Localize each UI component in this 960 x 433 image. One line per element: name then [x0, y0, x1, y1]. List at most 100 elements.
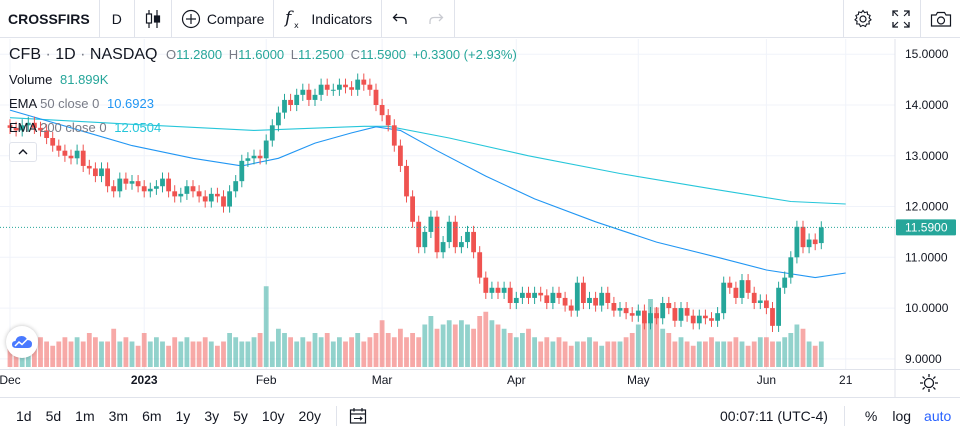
- ema50-label: EMA: [9, 96, 37, 111]
- candle-body: [800, 226, 806, 248]
- ema50-legend[interactable]: EMA 50 close 0 10.6923: [9, 96, 154, 111]
- candle-body: [672, 308, 678, 321]
- redo-button[interactable]: [418, 0, 456, 38]
- candle-body: [391, 125, 397, 146]
- candle-body: [520, 292, 525, 298]
- volume-bar: [770, 341, 775, 367]
- candle-body: [50, 138, 56, 146]
- compare-label: Compare: [206, 10, 265, 27]
- price-chart[interactable]: 11.5900 15.0000 14.0000 13.0000 12.0000 11.0…: [0, 39, 960, 369]
- volume-bar: [757, 337, 763, 367]
- chart-type-button[interactable]: [135, 0, 172, 38]
- ema200-legend[interactable]: EMA 200 close 0 12.0504: [9, 120, 161, 135]
- candle-body: [300, 89, 306, 95]
- volume-bar: [355, 333, 361, 367]
- volume-bar: [654, 307, 659, 367]
- chart-pane[interactable]: 11.5900 15.0000 14.0000 13.0000 12.0000 11.0…: [0, 39, 960, 369]
- compare-button[interactable]: Compare: [172, 0, 275, 38]
- range-6m[interactable]: 6m: [142, 407, 162, 424]
- range-1d[interactable]: 1d: [16, 407, 32, 424]
- gear-icon: [853, 9, 872, 28]
- range-1m[interactable]: 1m: [75, 407, 95, 424]
- brand-logo[interactable]: [6, 326, 38, 358]
- x-tick-label: 21: [839, 373, 853, 387]
- legend-exchange: NASDAQ: [89, 46, 158, 63]
- candle-body: [477, 252, 483, 278]
- volume-bar: [190, 341, 196, 367]
- x-tick-label: Feb: [256, 373, 277, 387]
- axis-settings-button[interactable]: [918, 372, 940, 394]
- bottom-separator-2: [843, 406, 845, 426]
- candle-body: [617, 308, 623, 311]
- candle-body: [489, 287, 495, 293]
- volume-bar: [788, 333, 794, 367]
- ema50-value: 10.6923: [106, 96, 154, 111]
- volume-legend[interactable]: Volume 81.899K: [9, 72, 108, 87]
- range-5y[interactable]: 5y: [233, 407, 248, 424]
- candle-body: [495, 287, 501, 293]
- ema50-params: 50 close 0: [40, 96, 100, 111]
- volume-bar: [123, 337, 129, 367]
- candle-body: [367, 84, 373, 90]
- percent-scale-toggle[interactable]: %: [864, 408, 878, 424]
- range-20y[interactable]: 20y: [298, 407, 322, 424]
- candle-body: [507, 287, 513, 303]
- indicators-button[interactable]: f x Indicators: [274, 0, 383, 38]
- x-tick-label: Apr: [507, 373, 526, 387]
- candle-body: [776, 287, 781, 326]
- candle-body: [276, 112, 281, 126]
- candle-body: [599, 292, 605, 306]
- range-5d[interactable]: 5d: [45, 407, 62, 424]
- volume-bar: [812, 345, 818, 367]
- range-3y[interactable]: 3y: [204, 407, 220, 424]
- volume-bar: [611, 341, 617, 367]
- go-to-date-button[interactable]: [345, 407, 371, 425]
- volume-bar: [294, 341, 300, 367]
- x-tick-label: Dec: [0, 373, 21, 387]
- top-toolbar: CROSSFIRS D Compare f x Indicators: [0, 0, 960, 38]
- candle-body: [623, 308, 629, 314]
- candle-body: [422, 231, 428, 248]
- range-10y[interactable]: 10y: [261, 407, 285, 424]
- fullscreen-button[interactable]: [882, 0, 920, 38]
- indicators-label: Indicators: [311, 10, 373, 27]
- settings-button[interactable]: [843, 0, 881, 38]
- volume-bar: [751, 341, 757, 367]
- candle-body: [288, 99, 293, 105]
- volume-bar: [446, 320, 452, 367]
- volume-bar: [215, 345, 220, 367]
- range-3m[interactable]: 3m: [108, 407, 129, 424]
- camera-icon: [930, 11, 951, 27]
- candle-body: [526, 292, 531, 298]
- change-value: +0.3300 (+2.93%): [412, 47, 517, 62]
- svg-text:f: f: [283, 8, 294, 28]
- candle-body: [727, 282, 733, 288]
- symbol-search-button[interactable]: CROSSFIRS: [0, 0, 100, 38]
- volume-bar: [648, 299, 653, 367]
- log-scale-toggle[interactable]: log: [892, 408, 912, 424]
- candle-body: [196, 191, 202, 197]
- volume-bar: [422, 324, 428, 367]
- auto-scale-toggle[interactable]: auto: [924, 408, 952, 424]
- volume-bar: [7, 345, 13, 367]
- legend-symbol: CFB: [9, 46, 41, 63]
- ema200-params: 200 close 0: [40, 120, 107, 135]
- volume-bar: [105, 341, 110, 367]
- volume-value: 81.899K: [60, 72, 109, 87]
- volume-bar: [385, 333, 391, 367]
- volume-bar: [794, 324, 800, 367]
- volume-bar: [538, 341, 544, 367]
- candle-body: [739, 280, 745, 298]
- time-axis[interactable]: Dec 2023 Feb Mar Apr May Jun 21: [0, 370, 960, 397]
- interval-button[interactable]: D: [100, 0, 135, 38]
- screenshot-button[interactable]: [920, 0, 960, 38]
- undo-button[interactable]: [382, 0, 418, 38]
- volume-bar: [410, 333, 415, 367]
- last-price-label: 11.5900: [905, 220, 948, 234]
- range-1y[interactable]: 1y: [175, 407, 191, 424]
- volume-bar: [696, 341, 702, 367]
- low-label: L: [290, 47, 299, 62]
- candle-body: [74, 150, 80, 159]
- legend-collapse-button[interactable]: [9, 142, 37, 162]
- clock-time[interactable]: 00:07:11 (UTC-4): [720, 408, 828, 424]
